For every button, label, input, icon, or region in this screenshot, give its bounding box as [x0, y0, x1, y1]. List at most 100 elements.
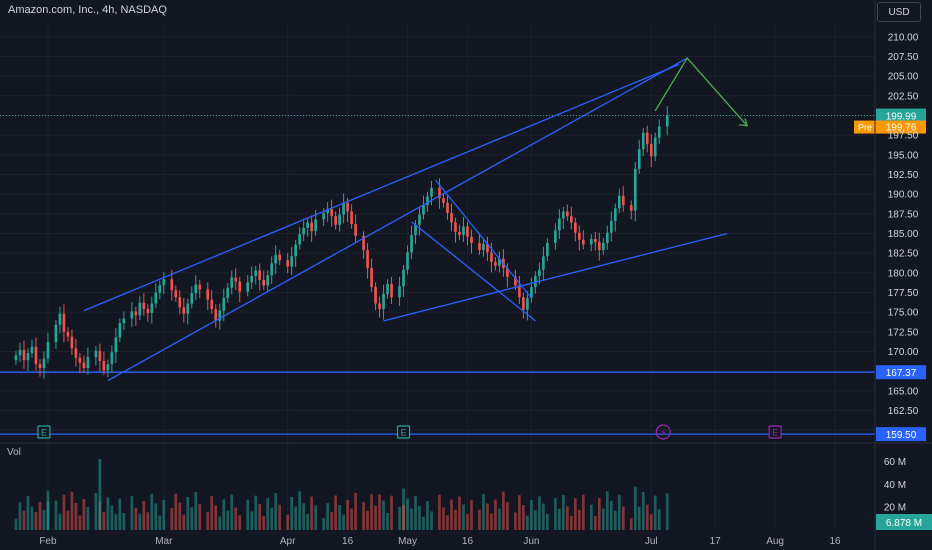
candle-body [294, 244, 297, 257]
candle-body [566, 211, 569, 217]
volume-bar [46, 501, 50, 530]
trendline [83, 63, 680, 312]
volume-bar [82, 499, 86, 530]
volume-bar [462, 504, 465, 530]
candle-body [546, 242, 549, 257]
candle-body [414, 224, 417, 236]
volume-bar [54, 500, 58, 530]
candle-body [486, 243, 489, 253]
price-tick-label: 185.00 [888, 229, 919, 240]
volume-bar [558, 508, 561, 530]
candle-body [346, 202, 349, 212]
candle-body [641, 132, 645, 150]
volume-bar [322, 518, 325, 530]
candle-body [366, 250, 369, 269]
volume-bar [629, 518, 633, 530]
candle-body [526, 298, 529, 310]
volume-bar [490, 513, 493, 530]
volume-tick-label: 40 M [884, 480, 906, 491]
volume-bar [162, 499, 166, 530]
candle-body [538, 269, 541, 276]
candle-body [218, 310, 222, 321]
candle-body [110, 352, 114, 365]
price-tick-label: 210.00 [888, 32, 919, 43]
candle-body [454, 222, 457, 232]
volume-bar [182, 514, 186, 530]
candle-body [542, 256, 545, 270]
premarket-tag-badge [854, 120, 876, 134]
volume-bar [286, 514, 290, 530]
earnings-event-marker [37, 425, 51, 439]
candle-body [534, 275, 537, 288]
candle-body [514, 276, 517, 286]
candle-body [102, 360, 106, 371]
candle-body [378, 303, 381, 310]
volume-bar [466, 514, 469, 530]
candle-body [418, 214, 421, 225]
volume-bar [406, 498, 409, 530]
volume-bar [250, 511, 254, 530]
volume-bar [154, 503, 158, 530]
candle-body [621, 195, 625, 206]
volume-bar [270, 507, 274, 530]
volume-bar [350, 508, 353, 530]
volume-bar [522, 505, 525, 530]
price-tick-label: 192.50 [888, 170, 919, 181]
candle-body [30, 346, 34, 354]
event-markers[interactable]: E E ⚡ E [37, 424, 782, 440]
level-label: 159.50 [886, 430, 917, 441]
candle-body [222, 298, 226, 311]
candle-body [382, 294, 385, 310]
time-tick-label: 16 [462, 536, 474, 547]
volume-bar [470, 499, 473, 530]
candle-body [314, 219, 317, 232]
candle-body [46, 342, 50, 359]
candle-body [410, 235, 413, 253]
candle-body [142, 302, 146, 310]
candle-body [617, 195, 621, 209]
time-tick-label: Feb [39, 536, 57, 547]
candle-body [530, 287, 533, 299]
volume-bar [326, 503, 329, 530]
volume-bar [146, 512, 150, 530]
candle-body [278, 254, 282, 261]
candle-body [298, 234, 301, 245]
candle-body [326, 209, 329, 214]
candle-body [370, 268, 373, 288]
volume-bar [426, 501, 429, 530]
candle-body [14, 355, 18, 361]
candle-body [458, 231, 461, 236]
candle-body [186, 303, 190, 314]
trendlines[interactable] [83, 57, 728, 382]
volume-bar [66, 510, 70, 530]
earnings-event-symbol: E [41, 428, 47, 438]
candle-body [210, 299, 214, 310]
volume-bar [442, 507, 445, 530]
horizontal-levels[interactable]: 167.37 159.50 199.99 Pre 199.76 [0, 108, 926, 442]
volume-bars [14, 459, 669, 530]
time-tick-label: 17 [710, 536, 722, 547]
volume-bar [414, 495, 417, 530]
volume-bar [222, 499, 226, 530]
candle-body [286, 260, 290, 267]
candle-body [302, 227, 305, 235]
candle-body [70, 336, 74, 349]
volume-bar [589, 504, 593, 530]
volume-bar [142, 500, 146, 530]
volume-bar [134, 507, 138, 530]
volume-bar [502, 491, 505, 530]
candle-body [597, 242, 601, 251]
candle-body [230, 277, 234, 288]
volume-bar [458, 496, 461, 530]
volume-bar [534, 510, 537, 530]
symbol-title: Amazon.com, Inc., 4h, NASDAQ [8, 4, 167, 16]
currency-button[interactable]: USD [877, 2, 921, 22]
projection-arrow[interactable] [654, 56, 749, 127]
candle-body [390, 283, 393, 298]
volume-bar [566, 506, 569, 530]
candle-body [574, 222, 577, 233]
candle-body [226, 287, 230, 299]
candle-body [62, 313, 66, 332]
